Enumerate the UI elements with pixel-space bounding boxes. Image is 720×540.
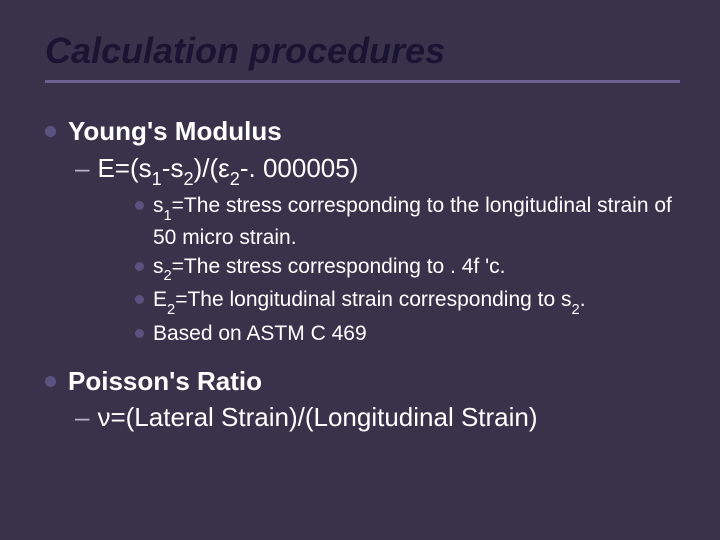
heading-poissons-ratio: Poisson's Ratio xyxy=(68,365,262,398)
bullet-icon xyxy=(135,201,144,210)
bullet-icon xyxy=(135,295,144,304)
section-poissons-ratio: Poisson's Ratio xyxy=(45,365,680,398)
bullet-icon xyxy=(135,262,144,271)
bullet-icon xyxy=(45,126,56,137)
formula-text: ν=(Lateral Strain)/(Longitudinal Strain) xyxy=(97,401,537,434)
definition-astm: Based on ASTM C 469 xyxy=(135,320,680,347)
bullet-icon xyxy=(45,376,56,387)
definition-s2: s2=The stress corresponding to . 4f 'c. xyxy=(135,253,680,284)
definition-e2: E2=The longitudinal strain corresponding… xyxy=(135,286,680,317)
definition-text: Based on ASTM C 469 xyxy=(153,320,367,347)
slide-title: Calculation procedures xyxy=(45,30,680,72)
definition-s1: s1=The stress corresponding to the longi… xyxy=(135,192,680,251)
formula-text: E=(s1-s2)/(ε2-. 000005) xyxy=(97,152,358,189)
definition-text: s2=The stress corresponding to . 4f 'c. xyxy=(153,253,505,284)
formula-poissons-ratio: – ν=(Lateral Strain)/(Longitudinal Strai… xyxy=(75,401,680,434)
title-underline xyxy=(45,80,680,83)
dash-icon: – xyxy=(75,401,89,434)
formula-youngs-modulus: – E=(s1-s2)/(ε2-. 000005) xyxy=(75,152,680,189)
definition-text: s1=The stress corresponding to the longi… xyxy=(153,192,680,251)
dash-icon: – xyxy=(75,152,89,185)
definition-text: E2=The longitudinal strain corresponding… xyxy=(153,286,586,317)
section-youngs-modulus: Young's Modulus xyxy=(45,115,680,148)
bullet-icon xyxy=(135,329,144,338)
heading-youngs-modulus: Young's Modulus xyxy=(68,115,282,148)
